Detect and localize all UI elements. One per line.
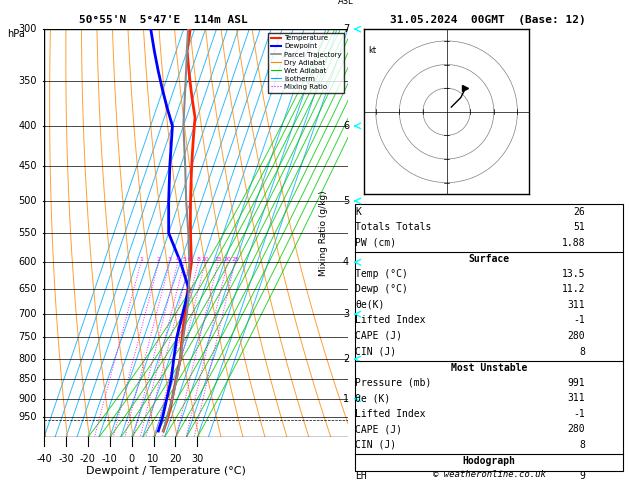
Text: -30: -30 [58, 454, 74, 464]
Text: kt: kt [369, 46, 377, 55]
Text: 350: 350 [19, 76, 37, 86]
Text: 950: 950 [19, 412, 37, 422]
Text: PW (cm): PW (cm) [355, 238, 396, 248]
Text: Mixing Ratio (g/kg): Mixing Ratio (g/kg) [320, 191, 328, 276]
Text: 6: 6 [343, 121, 349, 131]
Text: 3: 3 [343, 309, 349, 319]
Text: 850: 850 [19, 374, 37, 384]
Text: 6: 6 [187, 257, 191, 262]
Text: 2: 2 [343, 354, 349, 364]
Text: 1.88: 1.88 [562, 238, 585, 248]
Text: 1: 1 [343, 394, 349, 403]
Text: 700: 700 [19, 309, 37, 319]
Text: Surface: Surface [469, 254, 509, 264]
Text: Hodograph: Hodograph [462, 456, 516, 467]
Text: Lifted Index: Lifted Index [355, 409, 426, 419]
Text: © weatheronline.co.uk: © weatheronline.co.uk [433, 469, 545, 479]
Text: 600: 600 [19, 257, 37, 267]
Text: -10: -10 [102, 454, 118, 464]
Text: Dewpoint / Temperature (°C): Dewpoint / Temperature (°C) [86, 466, 245, 476]
Text: 300: 300 [19, 24, 37, 34]
Text: 13.5: 13.5 [562, 269, 585, 279]
Text: 4: 4 [175, 257, 180, 262]
Text: K: K [355, 207, 361, 217]
Text: 50°55'N  5°47'E  114m ASL: 50°55'N 5°47'E 114m ASL [79, 15, 248, 25]
Text: 550: 550 [18, 228, 37, 238]
Text: 20: 20 [223, 257, 231, 262]
Text: CIN (J): CIN (J) [355, 440, 396, 450]
Text: 4: 4 [343, 257, 349, 267]
Text: EH: EH [355, 471, 367, 481]
Text: 31.05.2024  00GMT  (Base: 12): 31.05.2024 00GMT (Base: 12) [389, 15, 586, 25]
Text: 400: 400 [19, 121, 37, 131]
Text: 450: 450 [19, 160, 37, 171]
Text: 20: 20 [169, 454, 182, 464]
Text: 10: 10 [147, 454, 160, 464]
Text: 5: 5 [182, 257, 186, 262]
Text: 7: 7 [343, 24, 349, 34]
Text: 8: 8 [579, 440, 585, 450]
Text: 10: 10 [201, 257, 209, 262]
Text: 11.2: 11.2 [562, 284, 585, 295]
Text: 991: 991 [567, 378, 585, 388]
Legend: Temperature, Dewpoint, Parcel Trajectory, Dry Adiabat, Wet Adiabat, Isotherm, Mi: Temperature, Dewpoint, Parcel Trajectory… [268, 33, 344, 93]
Text: 30: 30 [191, 454, 203, 464]
Text: 9: 9 [579, 471, 585, 481]
Text: θe (K): θe (K) [355, 393, 391, 403]
Text: Pressure (mb): Pressure (mb) [355, 378, 431, 388]
Text: 8: 8 [579, 347, 585, 357]
Text: Totals Totals: Totals Totals [355, 222, 431, 232]
Text: -20: -20 [80, 454, 96, 464]
Text: 280: 280 [567, 424, 585, 434]
Text: 800: 800 [19, 354, 37, 364]
Text: 51: 51 [573, 222, 585, 232]
Text: 280: 280 [567, 331, 585, 341]
Text: Temp (°C): Temp (°C) [355, 269, 408, 279]
Text: Lifted Index: Lifted Index [355, 315, 426, 326]
Text: 5: 5 [343, 196, 349, 206]
Text: 2: 2 [157, 257, 161, 262]
Text: 900: 900 [19, 394, 37, 403]
Text: 650: 650 [19, 284, 37, 294]
Text: 8: 8 [196, 257, 200, 262]
Text: 3: 3 [168, 257, 172, 262]
Text: Dewp (°C): Dewp (°C) [355, 284, 408, 295]
Text: 15: 15 [214, 257, 222, 262]
Text: 25: 25 [231, 257, 239, 262]
Text: -40: -40 [36, 454, 52, 464]
Text: 311: 311 [567, 300, 585, 310]
Text: CAPE (J): CAPE (J) [355, 424, 403, 434]
Text: 500: 500 [19, 196, 37, 206]
Text: θe(K): θe(K) [355, 300, 385, 310]
Text: 1: 1 [139, 257, 143, 262]
Text: hPa: hPa [8, 29, 25, 39]
Text: -1: -1 [573, 409, 585, 419]
Text: 750: 750 [18, 332, 37, 342]
Text: km
ASL: km ASL [338, 0, 353, 6]
Text: 0: 0 [128, 454, 135, 464]
Text: Most Unstable: Most Unstable [451, 363, 527, 373]
Text: CAPE (J): CAPE (J) [355, 331, 403, 341]
Text: -1: -1 [573, 315, 585, 326]
Text: CIN (J): CIN (J) [355, 347, 396, 357]
Text: 26: 26 [573, 207, 585, 217]
Text: 311: 311 [567, 393, 585, 403]
